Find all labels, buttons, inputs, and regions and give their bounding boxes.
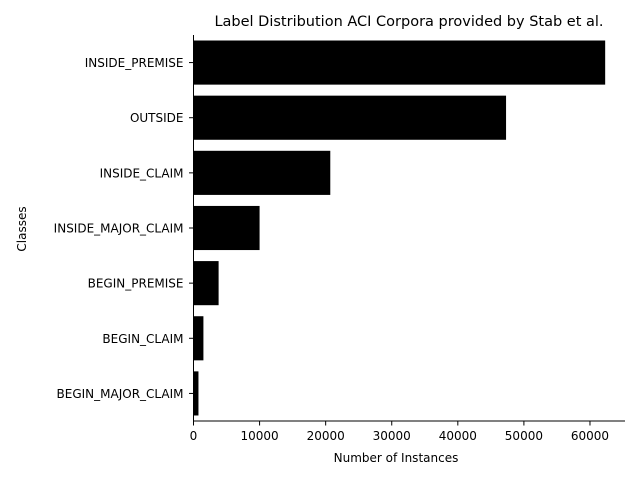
- y-tick-label: INSIDE_MAJOR_CLAIM: [54, 222, 184, 236]
- y-tick-label: OUTSIDE: [130, 111, 184, 125]
- y-tick-label: INSIDE_PREMISE: [85, 56, 184, 70]
- x-tick-label: 60000: [571, 429, 609, 443]
- x-tick-label: 10000: [240, 429, 278, 443]
- x-tick-label: 0: [190, 429, 198, 443]
- bar-inside-premise: [193, 40, 606, 85]
- bar-inside-major-claim: [193, 205, 260, 251]
- bar-outside: [193, 95, 507, 140]
- bars-group: [193, 40, 606, 416]
- chart-title: Label Distribution ACI Corpora provided …: [214, 14, 603, 30]
- bar-begin-claim: [193, 316, 204, 361]
- x-tick-label: 40000: [439, 429, 477, 443]
- y-tick-label: BEGIN_PREMISE: [88, 277, 184, 291]
- y-tick-label: BEGIN_CLAIM: [102, 332, 183, 346]
- bar-begin-major-claim: [193, 371, 199, 416]
- x-axis-ticks: 0 10000 20000 30000 40000 50000 60000: [190, 421, 609, 443]
- bar-begin-premise: [193, 261, 219, 306]
- x-axis-label: Number of Instances: [334, 451, 459, 465]
- x-tick-label: 20000: [307, 429, 345, 443]
- y-tick-label: INSIDE_CLAIM: [100, 166, 184, 180]
- y-axis-ticks: INSIDE_PREMISE OUTSIDE INSIDE_CLAIM INSIDE_…: [54, 56, 194, 401]
- x-tick-label: 30000: [373, 429, 411, 443]
- y-tick-label: BEGIN_MAJOR_CLAIM: [57, 387, 184, 401]
- x-tick-label: 50000: [505, 429, 543, 443]
- y-axis-label: Classes: [15, 206, 29, 251]
- bar-inside-claim: [193, 150, 331, 195]
